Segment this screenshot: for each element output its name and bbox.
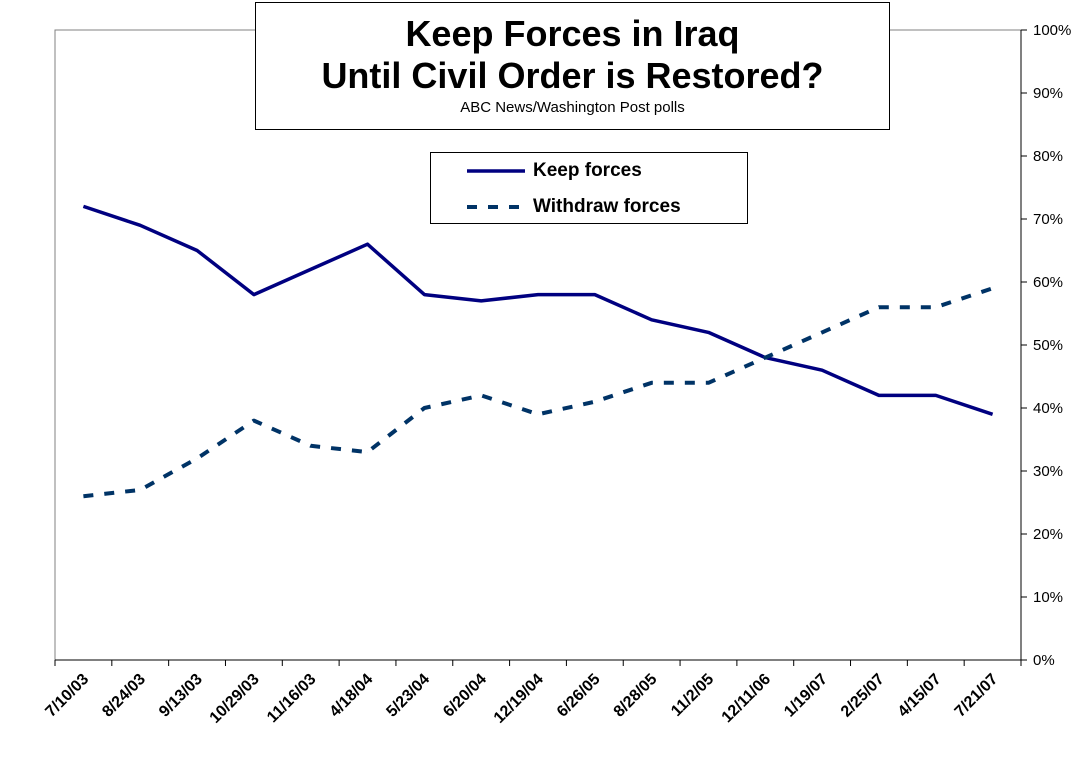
x-tick-label: 1/19/07 [781, 671, 831, 721]
x-tick-label: 5/23/04 [383, 671, 433, 721]
y-tick-label: 70% [1033, 211, 1063, 228]
legend-item-withdraw: Withdraw forces [431, 195, 681, 219]
x-tick-label: 12/11/06 [719, 671, 775, 727]
x-tick-label: 10/29/03 [207, 671, 263, 727]
y-tick-label: 20% [1033, 526, 1063, 543]
chart-title-line-1: Keep Forces in Iraq [405, 13, 740, 54]
legend-item-keep: Keep forces [431, 159, 642, 183]
x-tick-label: 6/26/05 [554, 671, 604, 721]
x-tick-label: 11/2/05 [668, 671, 717, 720]
legend-label-keep: Keep forces [533, 160, 642, 181]
legend: Keep forces Withdraw forces [430, 152, 748, 224]
legend-swatch-keep [467, 169, 525, 173]
legend-swatch-withdraw [467, 205, 525, 209]
x-tick-label: 7/21/07 [952, 671, 1002, 721]
y-tick-label: 10% [1033, 589, 1063, 606]
series-line-withdraw-forces [83, 286, 994, 499]
y-tick-label: 60% [1033, 274, 1063, 291]
x-axis-ticks: 7/10/03 8/24/03 9/13/03 10/29/03 11/16/03 4/1… [42, 660, 1022, 727]
y-tick-label: 0% [1033, 652, 1055, 669]
y-tick-label: 50% [1033, 337, 1063, 354]
x-tick-label: 2/25/07 [838, 671, 888, 721]
x-tick-label: 9/13/03 [156, 671, 206, 721]
x-tick-label: 8/28/05 [611, 671, 661, 721]
y-axis-ticks: 0% 10% 20% 30% 40% 50% 60% 70% 80% 90% 100% [1021, 22, 1071, 669]
series-line-keep-forces [82, 204, 994, 416]
x-tick-label: 11/16/03 [264, 671, 320, 727]
x-tick-label: 12/19/04 [491, 671, 547, 727]
chart-title-line-2: Until Civil Order is Restored? [321, 55, 824, 96]
title-box: Keep Forces in Iraq Until Civil Order is… [255, 2, 890, 130]
series-lines [82, 204, 994, 499]
x-tick-label: 7/10/03 [42, 671, 92, 721]
legend-label-withdraw: Withdraw forces [533, 196, 681, 217]
x-tick-label: 4/15/07 [895, 671, 945, 721]
chart-subtitle: ABC News/Washington Post polls [460, 99, 685, 116]
x-tick-label: 4/18/04 [327, 671, 377, 721]
y-tick-label: 30% [1033, 463, 1063, 480]
y-tick-label: 100% [1033, 22, 1071, 39]
x-tick-label: 8/24/03 [99, 671, 149, 721]
x-tick-label: 6/20/04 [440, 671, 490, 721]
y-tick-label: 90% [1033, 85, 1063, 102]
y-tick-label: 40% [1033, 400, 1063, 417]
y-tick-label: 80% [1033, 148, 1063, 165]
